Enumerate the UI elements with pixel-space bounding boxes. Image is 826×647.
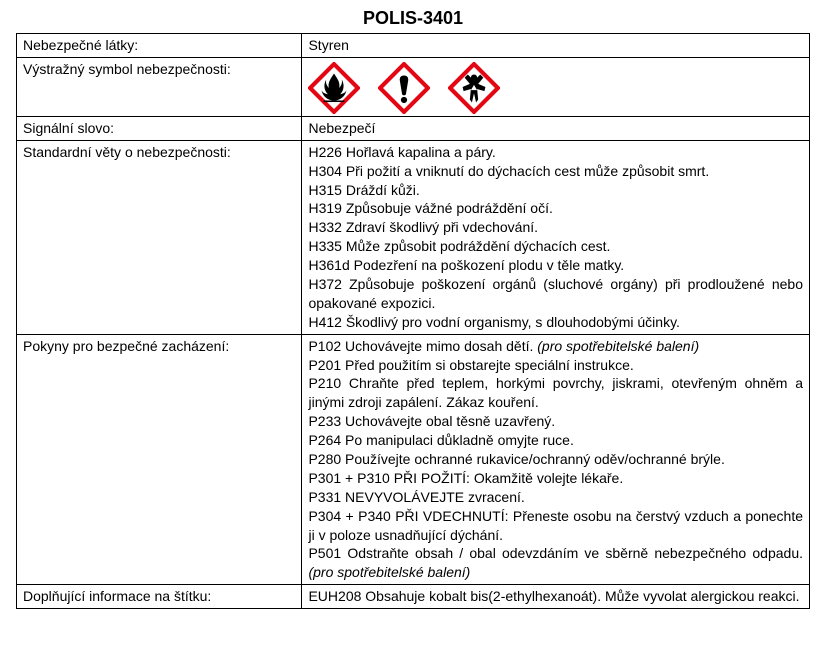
hazard-statement: H226 Hořlavá kapalina a páry. [308, 143, 803, 162]
row-hazard: Standardní věty o nebezpečnosti: H226 Ho… [17, 140, 810, 334]
label-supplemental: Doplňující informace na štítku: [17, 585, 302, 609]
precaution-statement: P102 Uchovávejte mimo dosah dětí. (pro s… [308, 337, 803, 356]
value-pictograms [302, 57, 810, 116]
row-precaution: Pokyny pro bezpečné zacházení: P102 Ucho… [17, 334, 810, 585]
label-signalword: Signální slovo: [17, 116, 302, 140]
exclamation-icon [378, 62, 430, 114]
precaution-statement: P233 Uchovávejte obal těsně uzavřený. [308, 412, 803, 431]
value-precaution: P102 Uchovávejte mimo dosah dětí. (pro s… [302, 334, 810, 585]
hazard-statement: H304 Při požití a vniknutí do dýchacích … [308, 162, 803, 181]
precaution-statement: P210 Chraňte před teplem, horkými povrch… [308, 374, 803, 412]
hazard-statement: H315 Dráždí kůži. [308, 181, 803, 200]
flame-icon [308, 62, 360, 114]
precaution-suffix: (pro spotřebitelské balení) [533, 338, 699, 354]
row-substances: Nebezpečné látky: Styren [17, 34, 810, 58]
precaution-suffix: (pro spotřebitelské balení) [308, 564, 470, 580]
document-title: POLIS-3401 [16, 8, 810, 29]
hazard-statement: H372 Způsobuje poškození orgánů (sluchov… [308, 275, 803, 313]
hazard-statement: H361d Podezření na poškození plodu v těl… [308, 256, 803, 275]
hazard-statement: H332 Zdraví škodlivý při vdechování. [308, 218, 803, 237]
value-supplemental: EUH208 Obsahuje kobalt bis(2-ethylhexano… [302, 585, 810, 609]
label-substances: Nebezpečné látky: [17, 34, 302, 58]
precaution-statement: P331 NEVYVOLÁVEJTE zvracení. [308, 488, 803, 507]
hazard-statement: H335 Může způsobit podráždění dýchacích … [308, 237, 803, 256]
precaution-statement: P301 + P310 PŘI POŽITÍ: Okamžitě volejte… [308, 469, 803, 488]
row-supplemental: Doplňující informace na štítku: EUH208 O… [17, 585, 810, 609]
row-signalword: Signální slovo: Nebezpečí [17, 116, 810, 140]
precaution-statement: P501 Odstraňte obsah / obal odevzdáním v… [308, 544, 803, 582]
value-hazard: H226 Hořlavá kapalina a páry.H304 Při po… [302, 140, 810, 334]
precaution-statement: P304 + P340 PŘI VDECHNUTÍ: Přeneste osob… [308, 507, 803, 545]
label-hazard: Standardní věty o nebezpečnosti: [17, 140, 302, 334]
precaution-statement: P280 Používejte ochranné rukavice/ochran… [308, 450, 803, 469]
label-precaution: Pokyny pro bezpečné zacházení: [17, 334, 302, 585]
hazard-statement: H319 Způsobuje vážné podráždění očí. [308, 199, 803, 218]
row-pictograms: Výstražný symbol nebezpečnosti: [17, 57, 810, 116]
precaution-statement: P264 Po manipulaci důkladně omyjte ruce. [308, 431, 803, 450]
sds-table: Nebezpečné látky: Styren Výstražný symbo… [16, 33, 810, 609]
health-hazard-icon [448, 62, 500, 114]
pictogram-container [308, 62, 803, 114]
label-pictograms: Výstražný symbol nebezpečnosti: [17, 57, 302, 116]
hazard-statement: H412 Škodlivý pro vodní organismy, s dlo… [308, 313, 803, 332]
value-substances: Styren [302, 34, 810, 58]
precaution-statement: P201 Před použitím si obstarejte speciál… [308, 356, 803, 375]
value-signalword: Nebezpečí [302, 116, 810, 140]
